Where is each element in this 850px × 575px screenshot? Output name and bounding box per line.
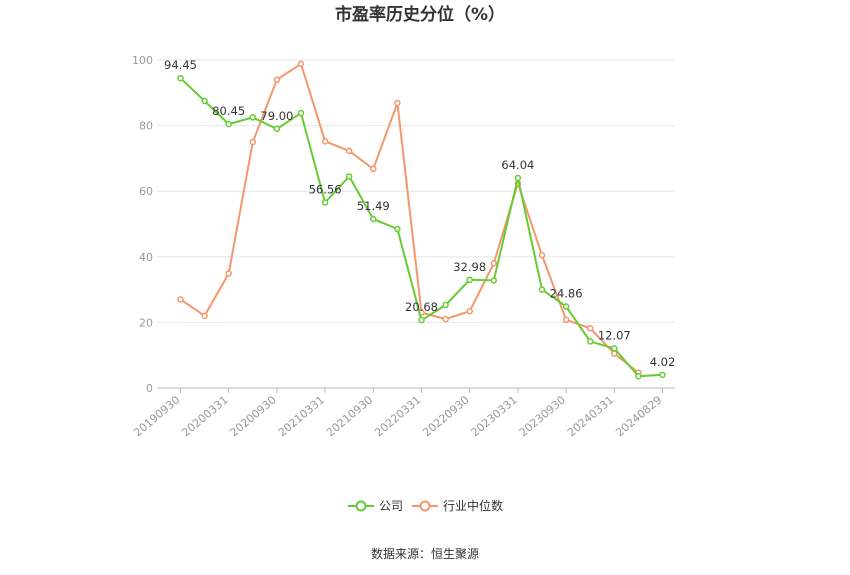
x-axis: 2019093020200331202009302021033120210930… xyxy=(131,387,675,439)
point-s0-20 xyxy=(659,371,666,379)
point-s0-10 xyxy=(418,316,425,324)
point-s0-19 xyxy=(635,372,642,380)
point-s1-15 xyxy=(538,251,546,259)
data-labels: 94.45 80.45 79.00 56.56 51.49 20.68 32.98 64.04… xyxy=(164,58,675,369)
y-tick-label-60: 60 xyxy=(139,185,153,198)
data-label-6: 56.56 xyxy=(309,182,342,196)
point-s0-13 xyxy=(490,277,498,284)
legend-company-label: 公司 xyxy=(379,499,403,513)
legend-item-industry[interactable]: 行业中位数 xyxy=(412,498,503,513)
point-s1-1 xyxy=(201,312,208,320)
point-s1-3 xyxy=(249,138,257,146)
grid xyxy=(157,59,675,323)
point-s0-0 xyxy=(177,74,184,82)
point-s1-16 xyxy=(562,316,570,324)
legend-item-company[interactable]: 公司 xyxy=(348,499,403,513)
legend-company-marker xyxy=(355,500,367,512)
point-s0-8 xyxy=(370,215,377,223)
x-tick-label-8: 20210930 xyxy=(324,393,375,439)
point-s1-8 xyxy=(370,165,377,173)
point-s1-4 xyxy=(273,76,281,83)
y-tick-label-0: 0 xyxy=(146,382,153,395)
x-tick-label-10: 20220331 xyxy=(372,393,423,439)
data-label-4: 79.00 xyxy=(260,109,293,123)
data-label-14: 64.04 xyxy=(501,158,534,172)
data-label-16: 24.86 xyxy=(550,286,583,300)
point-s0-7 xyxy=(345,173,353,180)
point-s0-9 xyxy=(394,225,401,233)
x-tick-label-16: 20230930 xyxy=(517,393,568,439)
x-tick-label-20: 20240829 xyxy=(613,393,664,439)
point-s1-9 xyxy=(394,99,401,107)
point-s0-18 xyxy=(611,345,618,352)
point-s0-12 xyxy=(466,276,473,284)
point-s0-6 xyxy=(321,199,329,206)
point-s1-6 xyxy=(321,138,329,145)
legend-industry-label: 行业中位数 xyxy=(443,498,503,513)
point-s0-3 xyxy=(249,114,257,121)
point-s0-1 xyxy=(201,97,208,105)
point-s1-17 xyxy=(586,325,594,332)
x-tick-label-0: 20190930 xyxy=(131,393,182,439)
x-tick-label-6: 20210331 xyxy=(276,393,327,439)
point-s1-12 xyxy=(466,307,473,315)
point-s0-15 xyxy=(538,286,546,293)
data-label-8: 51.49 xyxy=(357,199,390,213)
x-tick-label-18: 20240331 xyxy=(565,393,616,439)
series-line-1 xyxy=(179,62,640,374)
point-s0-17 xyxy=(586,338,594,345)
x-tick-label-2: 20200331 xyxy=(179,393,230,439)
series-layer xyxy=(177,60,666,380)
data-label-0: 94.45 xyxy=(164,58,197,72)
point-s1-13 xyxy=(490,260,498,267)
y-tick-label-40: 40 xyxy=(139,251,153,264)
point-s1-11 xyxy=(442,315,449,323)
y-tick-label-80: 80 xyxy=(139,120,153,133)
point-s0-11 xyxy=(442,301,449,309)
point-s0-14 xyxy=(514,174,522,182)
y-tick-label-20: 20 xyxy=(139,316,153,329)
y-tick-label-100: 100 xyxy=(132,54,153,67)
y-axis: 0 20 40 60 80 100 xyxy=(132,54,153,395)
legend: 公司 行业中位数 xyxy=(348,498,503,513)
source-note: 数据来源：恒生聚源 xyxy=(371,546,479,561)
point-s0-4 xyxy=(273,125,281,133)
point-s1-0 xyxy=(177,296,184,303)
point-s1-5 xyxy=(297,60,305,68)
data-label-20: 4.02 xyxy=(650,355,676,369)
data-label-10: 20.68 xyxy=(405,300,438,314)
point-s0-2 xyxy=(225,120,232,128)
chart-title: 市盈率历史分位（%） xyxy=(335,4,505,25)
data-label-2: 80.45 xyxy=(212,104,245,118)
legend-industry-marker xyxy=(419,500,431,512)
point-s1-7 xyxy=(345,147,353,155)
data-label-18: 12.07 xyxy=(598,328,631,342)
x-tick-label-14: 20230331 xyxy=(469,393,520,439)
point-s0-16 xyxy=(562,303,570,310)
data-label-12: 32.98 xyxy=(453,260,486,274)
x-tick-label-12: 20220930 xyxy=(420,393,471,439)
point-s0-5 xyxy=(297,109,305,117)
point-s1-2 xyxy=(225,270,232,277)
x-tick-label-4: 20200930 xyxy=(228,393,279,439)
